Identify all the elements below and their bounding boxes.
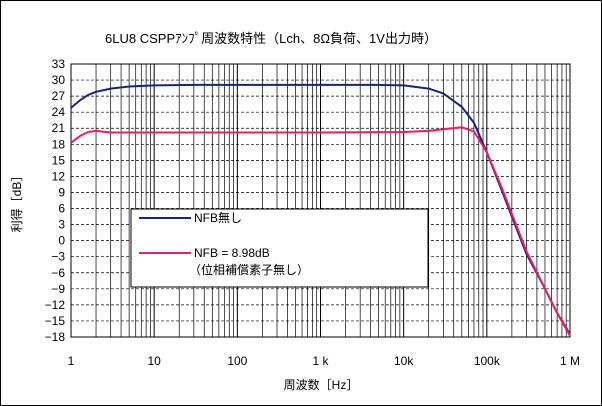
- y-tick-label: 6: [58, 202, 65, 216]
- y-tick-label: −6: [51, 266, 65, 280]
- y-tick-label: 27: [52, 89, 66, 103]
- x-tick-label: 1 M: [560, 354, 580, 368]
- x-tick-labels: 1 10 100 1 k 10k 100k 1 M: [68, 354, 580, 368]
- y-tick-label: −9: [51, 282, 65, 296]
- y-tick-label: 30: [52, 73, 66, 87]
- y-tick-label: 18: [52, 137, 66, 151]
- y-tick-label: 12: [52, 169, 66, 183]
- x-tick-label: 1 k: [312, 354, 329, 368]
- series-line-1: [70, 126, 571, 337]
- y-tick-label: −12: [45, 298, 66, 312]
- y-axis-label: 利得［dB］: [9, 170, 24, 233]
- y-tick-label: 3: [58, 218, 65, 232]
- data-series: [70, 83, 571, 337]
- y-tick-label: 9: [58, 185, 65, 199]
- legend: NFB無し NFB = 8.98dB （位相補償素子無し）: [130, 208, 429, 288]
- legend-label-nfb-off: NFB無し: [194, 210, 242, 225]
- y-tick-label: 24: [52, 105, 66, 119]
- gridlines: [70, 63, 570, 338]
- y-tick-label: 33: [52, 57, 66, 71]
- y-tick-label: 0: [58, 234, 65, 248]
- y-tick-label: 21: [52, 121, 66, 135]
- x-tick-label: 100: [227, 354, 247, 368]
- x-tick-label: 1: [68, 354, 75, 368]
- y-tick-label: 15: [52, 153, 66, 167]
- x-tick-label: 10k: [394, 354, 414, 368]
- legend-label-nfb-on: NFB = 8.98dB: [194, 246, 270, 260]
- legend-label-nfb-on-note: （位相補償素子無し）: [189, 262, 309, 277]
- y-tick-label: −3: [51, 250, 65, 264]
- y-tick-label: −18: [45, 330, 66, 344]
- x-tick-label: 10: [147, 354, 161, 368]
- y-tick-label: −15: [45, 314, 66, 328]
- legend-box: [130, 208, 429, 288]
- x-axis-label: 周波数［Hz］: [284, 377, 359, 392]
- x-tick-label: 100k: [474, 354, 501, 368]
- chart-title: 6LU8 CSPPｱﾝﾌﾟ周波数特性（Lch、8Ω負荷、1V出力時）: [105, 31, 437, 46]
